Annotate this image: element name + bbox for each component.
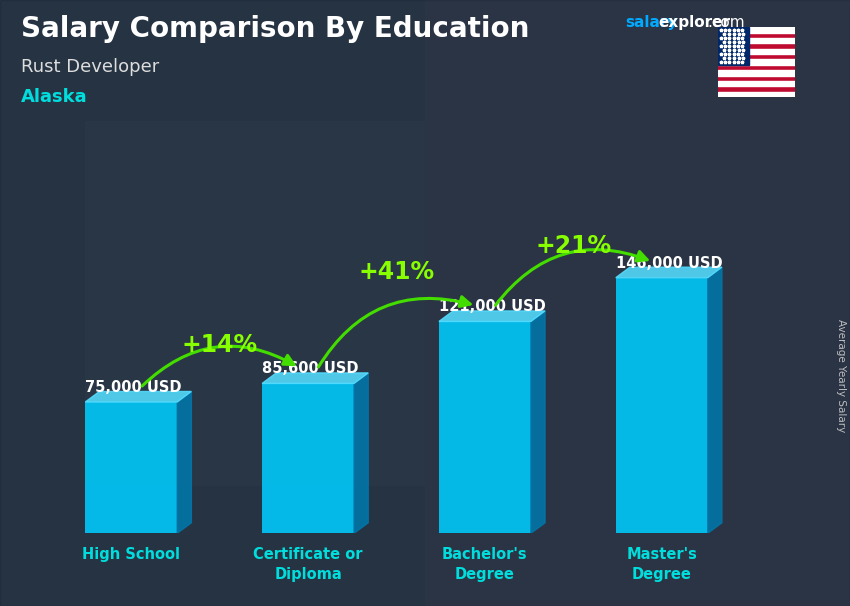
Bar xyxy=(718,38,795,44)
Text: +41%: +41% xyxy=(359,261,434,284)
Bar xyxy=(718,48,795,54)
Text: .com: .com xyxy=(707,15,745,30)
Bar xyxy=(262,384,354,533)
Bar xyxy=(718,27,749,65)
Text: 146,000 USD: 146,000 USD xyxy=(615,256,722,271)
Polygon shape xyxy=(708,267,722,533)
Text: 75,000 USD: 75,000 USD xyxy=(85,380,182,395)
Polygon shape xyxy=(85,391,191,402)
Polygon shape xyxy=(354,373,368,533)
Bar xyxy=(718,92,795,97)
Text: salary: salary xyxy=(625,15,677,30)
Text: explorer: explorer xyxy=(659,15,731,30)
Polygon shape xyxy=(439,311,545,321)
Bar xyxy=(615,278,708,533)
Polygon shape xyxy=(262,373,368,384)
Bar xyxy=(439,321,531,533)
Bar xyxy=(718,70,795,76)
Polygon shape xyxy=(178,391,191,533)
Polygon shape xyxy=(615,267,722,278)
Bar xyxy=(425,0,850,606)
Bar xyxy=(718,27,795,33)
Text: +14%: +14% xyxy=(182,333,258,357)
Text: Salary Comparison By Education: Salary Comparison By Education xyxy=(21,15,530,43)
Bar xyxy=(85,121,425,485)
Text: Rust Developer: Rust Developer xyxy=(21,58,160,76)
Bar xyxy=(718,81,795,86)
Text: Average Yearly Salary: Average Yearly Salary xyxy=(836,319,846,432)
Text: 121,000 USD: 121,000 USD xyxy=(439,299,546,315)
Text: Alaska: Alaska xyxy=(21,88,88,106)
Text: 85,600 USD: 85,600 USD xyxy=(262,361,359,376)
Polygon shape xyxy=(531,311,545,533)
Bar xyxy=(85,402,178,533)
Bar xyxy=(718,59,795,65)
Text: +21%: +21% xyxy=(536,234,611,258)
